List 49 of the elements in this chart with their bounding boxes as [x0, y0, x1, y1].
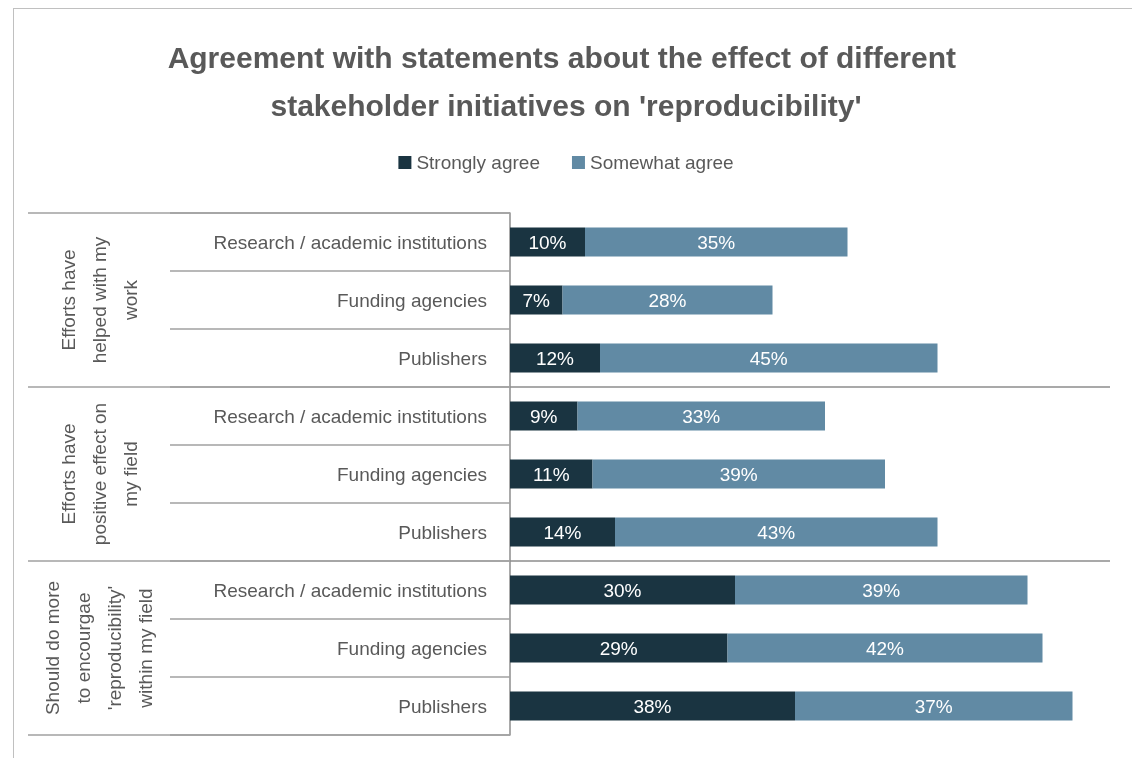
- data-label: 10%: [528, 231, 567, 253]
- data-label: 39%: [862, 579, 901, 601]
- bar: [735, 575, 1028, 605]
- legend-label: Somewhat agree: [589, 152, 734, 173]
- data-label: 7%: [522, 289, 551, 311]
- bar: [585, 227, 848, 257]
- data-label: 35%: [697, 231, 736, 253]
- y-tick-label: Publishers: [398, 521, 487, 543]
- data-label: 33%: [682, 405, 721, 427]
- bar: [795, 691, 1073, 721]
- data-label: 38%: [633, 695, 672, 717]
- data-label: 45%: [749, 347, 788, 369]
- data-label: 12%: [535, 347, 575, 369]
- bar: [510, 691, 795, 721]
- data-label: 39%: [719, 463, 758, 485]
- y-tick-label: Research / academic institutions: [213, 231, 487, 253]
- data-label: 28%: [648, 289, 687, 311]
- data-label: 30%: [603, 579, 642, 601]
- text: Should do more to encourgae 'reproducibility' within my field: [42, 580, 156, 716]
- y-tick-label: Publishers: [398, 347, 487, 369]
- bar: [615, 517, 938, 547]
- data-label: 14%: [543, 521, 582, 543]
- bar: [510, 459, 593, 489]
- bar: [510, 633, 728, 663]
- bar: [510, 401, 578, 431]
- y-tick-label: Publishers: [398, 695, 487, 717]
- y-tick-label: Funding agencies: [337, 463, 487, 485]
- legend-label: Strongly agree: [416, 152, 540, 173]
- text: Efforts have helped with my work: [57, 236, 141, 364]
- bar: [510, 575, 735, 605]
- data-label: 29%: [599, 637, 638, 659]
- data-label: 43%: [757, 521, 796, 543]
- bar: [577, 401, 825, 431]
- data-label: 11%: [532, 463, 570, 485]
- chart-title: Agreement with statements about the effect of different stakeholder initiatives on 'reproducibility': [167, 40, 965, 122]
- bar: [510, 343, 600, 373]
- bar: [727, 633, 1043, 663]
- y-tick-label: Research / academic institutions: [213, 579, 487, 601]
- bar: [592, 459, 885, 489]
- y-tick-label: Research / academic institutions: [213, 405, 487, 427]
- bar: [510, 517, 615, 547]
- text: Efforts have positive effect on my field: [57, 402, 141, 546]
- y-tick-label: Funding agencies: [337, 637, 487, 659]
- bar: [600, 343, 938, 373]
- y-tick-label: Funding agencies: [337, 289, 487, 311]
- bar: [562, 285, 773, 315]
- data-label: 9%: [530, 405, 558, 427]
- data-label: 42%: [865, 637, 905, 659]
- data-label: 37%: [914, 695, 953, 717]
